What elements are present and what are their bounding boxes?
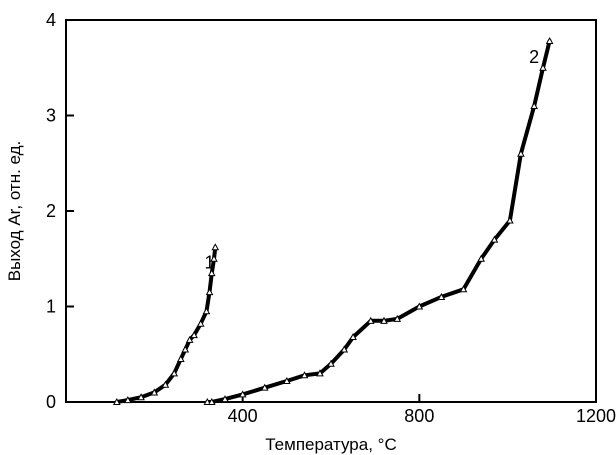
series-2-point-20 [517,149,525,157]
series-2-point-9 [340,345,349,353]
series-2-point-17 [477,254,486,262]
series-2-point-19 [506,216,514,224]
x-tick-label-1: 400 [228,406,258,426]
series-1-point-15 [211,243,220,251]
y-tick-label-3: 3 [46,106,56,126]
series-2-point-0 [203,397,212,405]
series-1-point-7 [181,345,190,353]
series-1-point-2 [137,393,145,401]
ticks [65,19,597,403]
y-tick-label-4: 4 [46,10,56,30]
x-tick-label-3: 1200 [576,406,616,426]
series-1-point-1 [123,396,132,404]
series-1-line [114,245,218,404]
series-1-point-8 [185,335,194,343]
series-2-point-13 [393,314,402,322]
series-1-point-14 [210,254,218,262]
series-1-point-10 [196,319,205,327]
x-axis-title: Температура, °C [265,435,396,454]
series-2-point-12 [380,316,388,324]
series-2-point-5 [282,376,291,384]
series-2-point-8 [327,359,335,367]
y-tick-label-2: 2 [46,201,56,221]
series-1-point-5 [170,369,179,377]
series-2-point-22 [539,63,547,71]
series-2-point-15 [437,292,446,300]
series-2-point-14 [415,302,424,310]
y-tick-label-0: 0 [46,392,56,412]
series-layer [112,36,554,405]
y-tick-label-1: 1 [46,297,56,317]
series-2-point-2 [221,395,229,403]
series-labels: 12 [205,47,540,272]
series-1-point-11 [202,307,211,315]
series-2-point-23 [545,36,554,45]
series-2-point-11 [366,316,375,324]
series-2-point-16 [459,285,468,293]
plot-frame [65,19,597,403]
series-2-point-4 [260,383,269,391]
series-2-point-7 [316,369,324,377]
series-2-point-10 [349,333,357,341]
series-1-point-9 [190,331,198,339]
series-1-point-6 [176,354,185,363]
x-tick-label-2: 800 [404,406,434,426]
series-2-point-21 [530,101,539,109]
series-1-point-3 [150,388,159,396]
series-1-point-0 [112,397,121,405]
series-2-point-1 [207,397,216,405]
series-1-point-12 [205,288,214,296]
y-axis-title: Выход Ar, отн. ед. [5,141,24,282]
series-2-label: 2 [529,47,539,67]
series-1-point-4 [161,380,170,388]
series-2-point-3 [238,390,247,398]
series-2-point-18 [490,235,499,243]
series-1-label: 1 [205,252,215,272]
series-2-point-6 [300,371,309,379]
series-1-point-13 [207,269,216,277]
series-2-line [205,39,552,404]
